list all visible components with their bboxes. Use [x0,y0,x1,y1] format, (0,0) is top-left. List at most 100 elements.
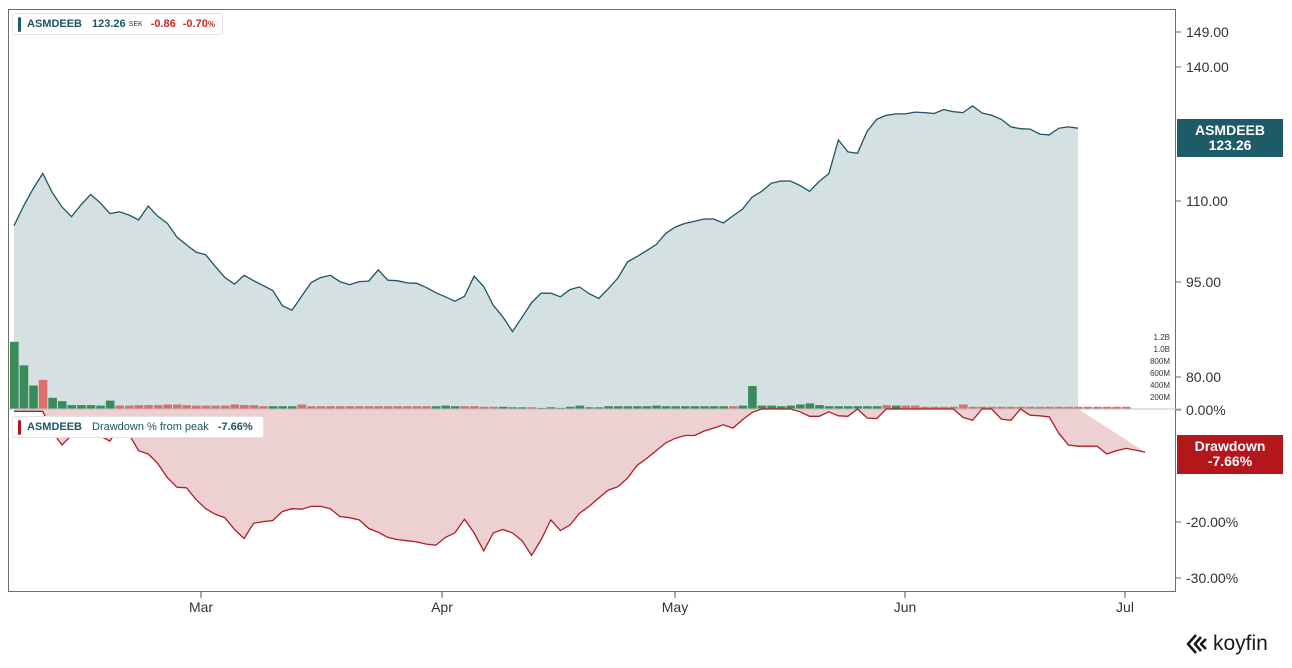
volume-bar [681,406,690,409]
volume-bar [393,406,402,409]
volume-bar [508,407,518,409]
volume-y-tick-label: 1.0B [1154,345,1170,354]
volume-bar [1112,406,1121,409]
drawdown-legend-label: Drawdown % from peak [92,421,209,433]
volume-bar [1016,406,1026,409]
volume-bar [364,406,374,409]
volume-bar [853,406,863,409]
price-y-tick-label: 80.00 [1186,369,1221,385]
volume-bar [920,406,930,409]
volume-bar [757,405,767,409]
x-tick-label: Mar [189,599,213,615]
koyfin-logo[interactable]: koyfin [1186,632,1268,656]
x-tick-label: Jul [1116,599,1134,615]
volume-bar [891,405,901,409]
volume-bar [671,406,680,409]
drawdown-legend[interactable]: ASMDEEB Drawdown % from peak -7.66% [12,416,264,438]
volume-bar [441,405,450,409]
volume-y-tick-label: 1.2B [1154,333,1170,342]
drawdown-y-tick-label: -30.00% [1186,570,1238,586]
volume-bar [105,400,115,409]
drawdown-last-value-tag: Drawdown -7.66% [1177,435,1283,474]
koyfin-logo-icon [1186,634,1207,654]
volume-bar [422,406,431,409]
volume-bar [153,405,163,409]
volume-bar [249,405,259,409]
volume-bar [19,365,29,409]
volume-bar [259,406,268,409]
volume-bar [489,406,498,409]
volume-bar [1064,406,1073,409]
volume-bar [623,406,633,409]
volume-bar [38,379,48,409]
volume-bar [297,404,307,409]
volume-bar [96,405,105,409]
volume-bar [901,405,911,409]
volume-bar [431,406,441,409]
volume-bar [163,404,172,409]
volume-bar [1045,406,1054,409]
volume-bar [527,407,537,409]
volume-bar [460,406,470,409]
price-area-fill [14,105,1078,410]
volume-bar [115,405,124,409]
volume-bar [374,406,383,409]
volume-bar [805,403,815,409]
volume-bar [1083,406,1093,409]
volume-bar [335,406,345,409]
volume-bar [345,406,355,409]
price-legend[interactable]: ASMDEEB 123.26 SEK -0.86 -0.70% [12,13,223,35]
price-series-line [13,105,1079,333]
volume-bar [1006,406,1016,409]
volume-bar [767,405,776,409]
drawdown-legend-value: -7.66% [217,421,253,433]
price-y-tick-label: 149.00 [1186,24,1229,40]
x-tick-label: May [662,599,688,615]
volume-bar [566,406,575,409]
drawdown-tag-value: -7.66% [1207,453,1253,469]
volume-bar [546,407,556,409]
drawdown-legend-swatch [18,419,21,435]
volume-bar [987,406,997,409]
volume-bar [997,406,1006,409]
volume-bar [652,405,661,409]
volume-bar [728,406,738,409]
volume-bar [307,406,316,409]
price-legend-change: -0.86 [150,18,176,30]
volume-bar [240,405,249,409]
volume-bar [872,406,882,409]
volume-bar [518,407,527,409]
volume-bar [1093,406,1102,409]
price-tag-value: 123.26 [1208,137,1252,153]
volume-bar [144,405,153,409]
volume-y-tick-label: 400M [1150,381,1170,390]
volume-bar [633,406,642,409]
volume-bar [863,406,872,409]
volume-bar [815,405,824,409]
volume-bar [748,386,757,409]
volume-y-tick-label: 200M [1150,393,1170,402]
volume-bar [834,406,843,409]
x-tick-label: Jun [894,599,917,615]
volume-bar [48,397,57,409]
volume-bar [1054,406,1064,409]
volume-bar [776,406,786,409]
volume-bar [278,406,287,409]
price-legend-swatch [18,16,21,32]
volume-bar [182,405,192,409]
volume-bar [230,404,240,409]
volume-bar [1121,406,1131,409]
volume-bar [700,406,709,409]
price-y-tick-label: 95.00 [1186,274,1221,290]
volume-bar [738,405,748,409]
price-legend-change-pct: -0.70% [182,18,215,30]
volume-bar [134,405,144,409]
volume-bar [690,406,700,409]
volume-bar [67,405,77,409]
volume-bar [949,406,958,409]
volume-bar [709,406,719,409]
volume-bar [479,406,489,409]
volume-bar [594,407,604,409]
brand-name: koyfin [1213,632,1268,655]
